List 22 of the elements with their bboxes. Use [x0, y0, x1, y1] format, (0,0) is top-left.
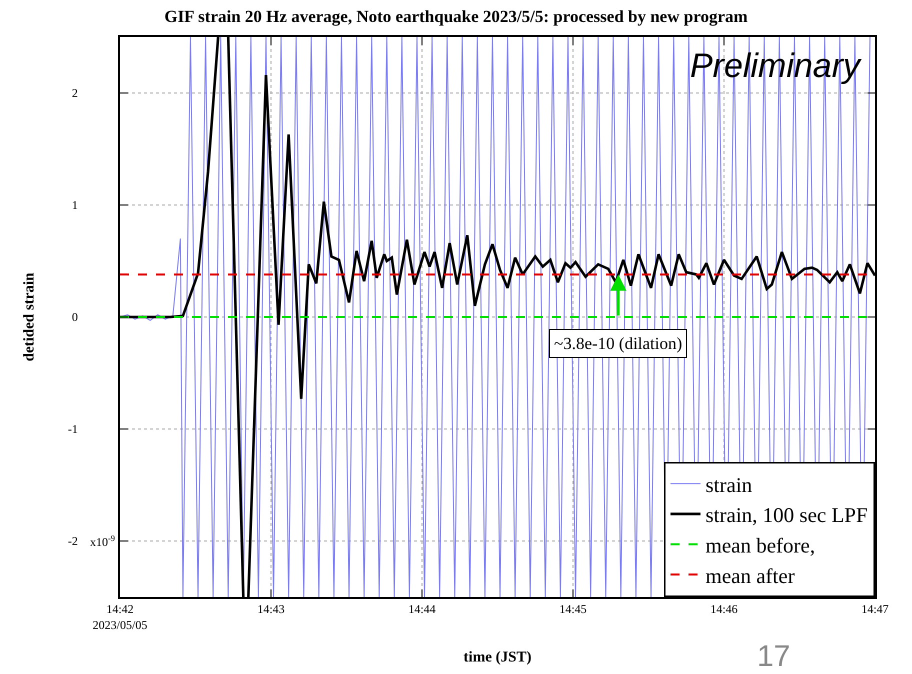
- annotation: Preliminary: [690, 47, 862, 85]
- x-tick-label: 14:46: [710, 602, 738, 616]
- x-tick-label: 14:44: [408, 602, 436, 616]
- y-tick-label: -1: [68, 422, 78, 436]
- y-tick-label: 0: [72, 310, 78, 324]
- y-tick-label: 2: [72, 86, 78, 100]
- legend-label: strain: [706, 472, 753, 497]
- chart-title: GIF strain 20 Hz average, Noto earthquake 2023/5/5: processed by new program: [164, 7, 748, 26]
- text: 17: [757, 640, 790, 673]
- x-tick-label: 14:45: [559, 602, 587, 616]
- annotation: ~3.8e-10 (dilation): [554, 334, 682, 353]
- y-tick-label: -2: [68, 534, 78, 548]
- legend-label: mean before,: [706, 533, 816, 558]
- x-axis-title: time (JST): [464, 649, 532, 666]
- text: x10$^{-9}$: [90, 534, 115, 550]
- legend-label: strain, 100 sec LPF: [706, 503, 868, 528]
- y-tick-label: 1: [72, 198, 78, 212]
- legend-label: mean after: [706, 564, 795, 588]
- x-tick-label: 14:42 2023/05/05: [92, 602, 148, 632]
- x-tick-label: 14:43: [257, 602, 285, 616]
- x-tick-label: 14:47: [861, 602, 889, 616]
- y-axis-title: detided strain: [22, 272, 38, 362]
